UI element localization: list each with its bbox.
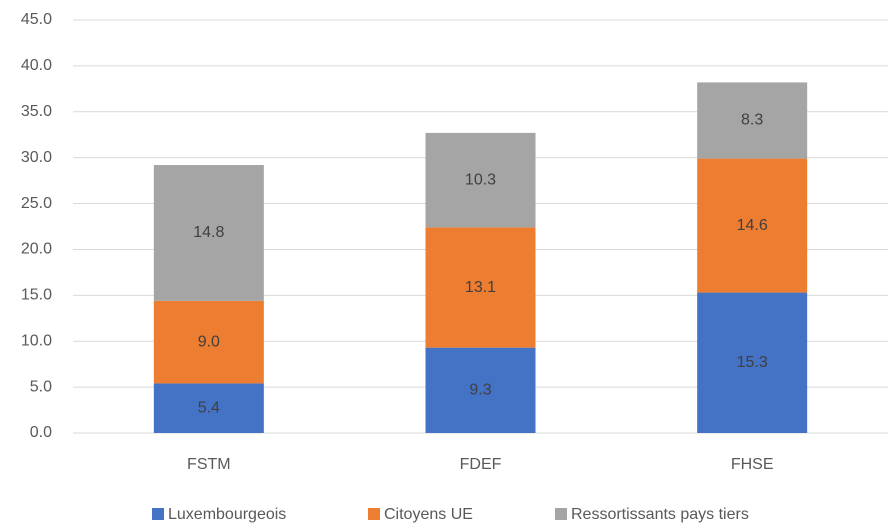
bar-segment bbox=[697, 82, 808, 159]
y-tick-label: 20.0 bbox=[21, 241, 52, 258]
y-tick-label: 25.0 bbox=[21, 195, 52, 212]
legend-label: Ressortissants pays tiers bbox=[571, 506, 749, 523]
y-tick-label: 15.0 bbox=[21, 287, 52, 304]
bar-segment bbox=[425, 132, 536, 228]
legend-label: Citoyens UE bbox=[384, 506, 473, 523]
y-tick-label: 10.0 bbox=[21, 332, 52, 349]
x-tick-label: FHSE bbox=[731, 456, 774, 473]
y-tick-label: 35.0 bbox=[21, 103, 52, 120]
data-label: 10.3 bbox=[465, 171, 496, 188]
data-label: 14.6 bbox=[737, 217, 768, 234]
y-tick-label: 5.0 bbox=[30, 378, 52, 395]
x-tick-label: FDEF bbox=[460, 456, 502, 473]
bar-segment bbox=[153, 300, 264, 384]
bar-segment bbox=[697, 292, 808, 433]
data-label: 13.1 bbox=[465, 279, 496, 296]
y-tick-label: 30.0 bbox=[21, 149, 52, 166]
data-label: 5.4 bbox=[198, 399, 220, 416]
data-label: 15.3 bbox=[737, 354, 768, 371]
legend-swatch bbox=[555, 508, 567, 520]
x-tick-label: FSTM bbox=[187, 456, 231, 473]
bar-segment bbox=[425, 227, 536, 348]
bar-segment bbox=[153, 165, 264, 301]
legend-label: Luxembourgeois bbox=[168, 506, 286, 523]
data-label: 9.3 bbox=[469, 382, 491, 399]
data-label: 9.0 bbox=[198, 333, 220, 350]
legend-swatch bbox=[368, 508, 380, 520]
bar-segment bbox=[153, 383, 264, 433]
y-tick-label: 40.0 bbox=[21, 57, 52, 74]
y-tick-label: 45.0 bbox=[21, 11, 52, 28]
bar-segment bbox=[425, 347, 536, 433]
bar-segment bbox=[697, 158, 808, 293]
data-label: 8.3 bbox=[741, 112, 763, 129]
data-label: 14.8 bbox=[193, 224, 224, 241]
y-tick-label: 0.0 bbox=[30, 424, 52, 441]
legend-swatch bbox=[152, 508, 164, 520]
